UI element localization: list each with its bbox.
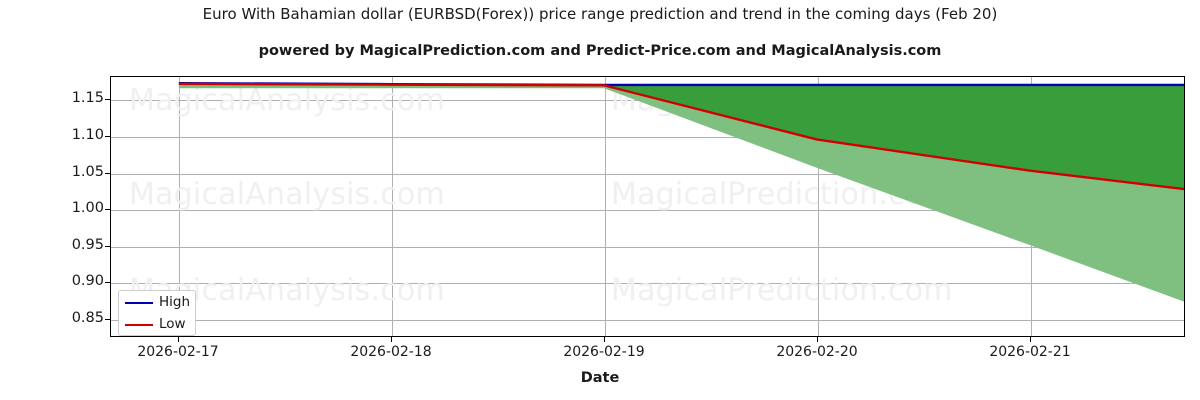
gridline-vertical <box>605 77 606 336</box>
x-axis-label: Date <box>580 370 620 386</box>
y-tick-mark <box>105 172 110 174</box>
x-tick-mark <box>391 337 392 342</box>
y-tick-mark <box>105 245 110 247</box>
y-axis-label: Price <box>0 152 2 188</box>
gridline-horizontal <box>111 136 1184 138</box>
x-tick-label: 2026-02-21 <box>989 344 1071 360</box>
gridline-horizontal <box>111 319 1184 321</box>
gridline-horizontal <box>111 210 1184 212</box>
low-line <box>178 82 1184 191</box>
y-tick-mark <box>105 318 110 320</box>
legend-item-low[interactable]: Low <box>119 313 195 336</box>
y-tick-label: 1.00 <box>71 200 104 217</box>
y-tick-label: 0.95 <box>71 236 104 253</box>
y-tick-mark <box>105 135 110 137</box>
x-tick-label: 2026-02-18 <box>350 344 432 360</box>
gridline-vertical <box>818 77 819 336</box>
x-tick-mark <box>1030 337 1031 342</box>
x-tick-mark <box>817 337 818 342</box>
gridline-horizontal <box>111 173 1184 175</box>
chart-title: Euro With Bahamian dollar (EURBSD(Forex)… <box>202 5 998 23</box>
y-tick-label: 1.15 <box>71 90 104 107</box>
legend-item-high[interactable]: High <box>119 291 195 314</box>
chart-subtitle: powered by MagicalPrediction.com and Pre… <box>258 43 942 59</box>
legend-swatch-high <box>125 302 153 305</box>
gridline-horizontal <box>111 283 1184 285</box>
gridline-vertical <box>179 77 180 336</box>
legend-swatch-low <box>125 324 153 327</box>
plot-area: MagicalAnalysis.comMagicalPrediction.com… <box>110 76 1185 337</box>
range-band-dark <box>178 83 1184 190</box>
y-tick-mark <box>105 282 110 284</box>
x-tick-mark <box>604 337 605 342</box>
x-tick-label: 2026-02-20 <box>776 344 858 360</box>
y-tick-mark <box>105 99 110 101</box>
gridline-vertical <box>392 77 393 336</box>
y-tick-mark <box>105 209 110 211</box>
y-tick-label: 1.05 <box>71 163 104 180</box>
gridline-horizontal <box>111 246 1184 248</box>
y-tick-label: 0.90 <box>71 273 104 290</box>
legend-label-high: High <box>159 294 191 310</box>
y-tick-label: 0.85 <box>71 309 104 326</box>
x-tick-label: 2026-02-19 <box>563 344 645 360</box>
x-tick-label: 2026-02-17 <box>137 344 219 360</box>
legend-label-low: Low <box>159 316 186 332</box>
range-band-light <box>178 83 1184 302</box>
x-tick-mark <box>178 337 179 342</box>
series-layer <box>178 81 1184 302</box>
y-tick-label: 1.10 <box>71 126 104 143</box>
chart-legend[interactable]: High Low <box>118 290 196 336</box>
